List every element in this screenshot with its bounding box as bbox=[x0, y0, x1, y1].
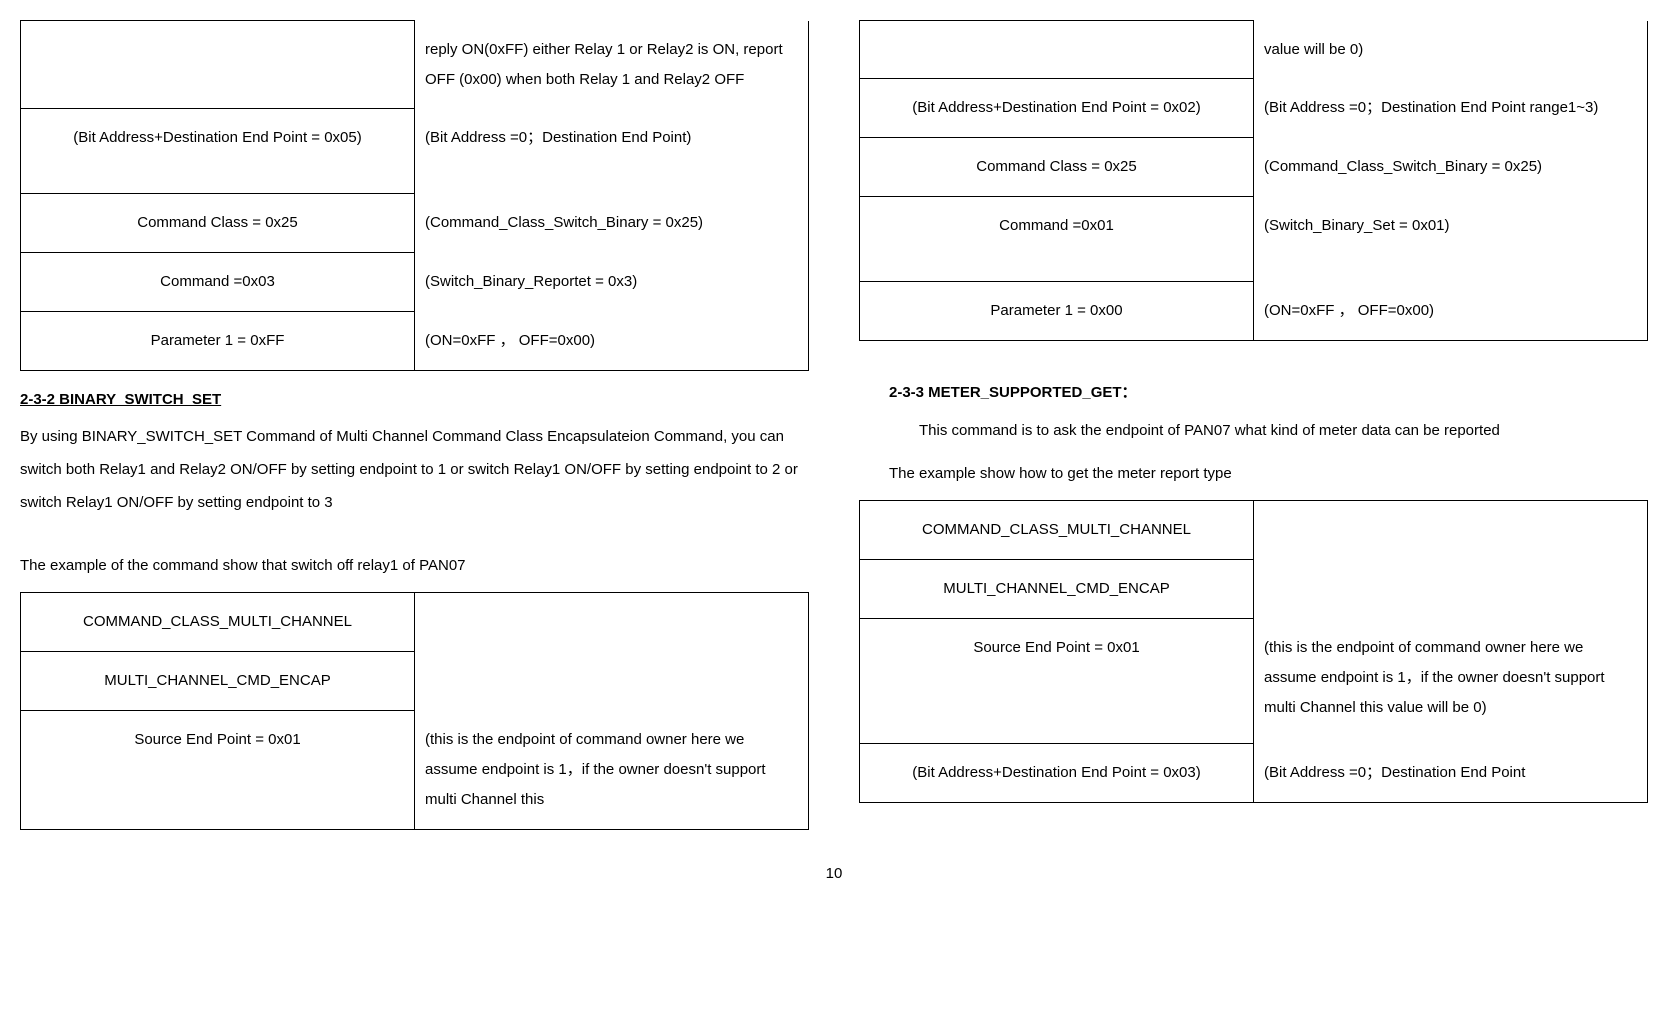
left-column: reply ON(0xFF) either Relay 1 or Relay2 … bbox=[20, 20, 809, 845]
page-number: 10 bbox=[20, 865, 1648, 882]
table-cell: Command Class = 0x25 bbox=[21, 194, 415, 253]
table-cell: (Command_Class_Switch_Binary = 0x25) bbox=[415, 194, 809, 253]
table-cell: (ON=0xFF ， OFF=0x00) bbox=[415, 312, 809, 371]
table-cell: COMMAND_CLASS_MULTI_CHANNEL bbox=[21, 593, 415, 652]
table-cell: Source End Point = 0x01 bbox=[860, 619, 1254, 744]
table-cell bbox=[860, 21, 1254, 79]
table-cell: (Bit Address+Destination End Point = 0x0… bbox=[860, 744, 1254, 803]
right-column: value will be 0) (Bit Address+Destinatio… bbox=[859, 20, 1648, 845]
table-cell bbox=[1254, 501, 1648, 619]
table-cell: MULTI_CHANNEL_CMD_ENCAP bbox=[21, 652, 415, 711]
section-232-para: By using BINARY_SWITCH_SET Command of Mu… bbox=[20, 420, 809, 519]
section-233-para: This command is to ask the endpoint of P… bbox=[919, 414, 1648, 447]
table-cell bbox=[21, 21, 415, 109]
section-232-title: 2-3-2 BINARY_SWITCH_SET bbox=[20, 391, 809, 408]
table-cell: (this is the endpoint of command owner h… bbox=[1254, 619, 1648, 744]
table-3: value will be 0) (Bit Address+Destinatio… bbox=[859, 20, 1648, 341]
section-232-example: The example of the command show that swi… bbox=[20, 549, 809, 582]
table-cell: (Bit Address+Destination End Point = 0x0… bbox=[21, 109, 415, 194]
table-cell: MULTI_CHANNEL_CMD_ENCAP bbox=[860, 560, 1254, 619]
table-cell: (ON=0xFF ， OFF=0x00) bbox=[1254, 282, 1648, 341]
table-cell bbox=[415, 593, 809, 711]
table-cell: reply ON(0xFF) either Relay 1 or Relay2 … bbox=[415, 21, 809, 109]
section-233-example: The example show how to get the meter re… bbox=[859, 457, 1648, 490]
table-cell: COMMAND_CLASS_MULTI_CHANNEL bbox=[860, 501, 1254, 560]
table-cell: (Switch_Binary_Reportet = 0x3) bbox=[415, 253, 809, 312]
table-cell: (Bit Address+Destination End Point = 0x0… bbox=[860, 79, 1254, 138]
table-cell: Parameter 1 = 0x00 bbox=[860, 282, 1254, 341]
table-cell: Command Class = 0x25 bbox=[860, 138, 1254, 197]
table-cell: (this is the endpoint of command owner h… bbox=[415, 711, 809, 830]
page-content: reply ON(0xFF) either Relay 1 or Relay2 … bbox=[20, 20, 1648, 845]
table-cell: Command =0x01 bbox=[860, 197, 1254, 282]
table-cell: (Bit Address =0；Destination End Point ra… bbox=[1254, 79, 1648, 138]
section-233-title: 2-3-3 METER_SUPPORTED_GET： bbox=[859, 381, 1648, 402]
table-cell: (Switch_Binary_Set = 0x01) bbox=[1254, 197, 1648, 282]
table-cell: Command =0x03 bbox=[21, 253, 415, 312]
table-1: reply ON(0xFF) either Relay 1 or Relay2 … bbox=[20, 20, 809, 371]
table-cell: Source End Point = 0x01 bbox=[21, 711, 415, 830]
table-cell: value will be 0) bbox=[1254, 21, 1648, 79]
table-cell: Parameter 1 = 0xFF bbox=[21, 312, 415, 371]
table-4: COMMAND_CLASS_MULTI_CHANNEL MULTI_CHANNE… bbox=[859, 500, 1648, 803]
table-cell: (Bit Address =0；Destination End Point bbox=[1254, 744, 1648, 803]
table-2: COMMAND_CLASS_MULTI_CHANNEL MULTI_CHANNE… bbox=[20, 592, 809, 830]
table-cell: (Command_Class_Switch_Binary = 0x25) bbox=[1254, 138, 1648, 197]
table-cell: (Bit Address =0；Destination End Point) bbox=[415, 109, 809, 194]
